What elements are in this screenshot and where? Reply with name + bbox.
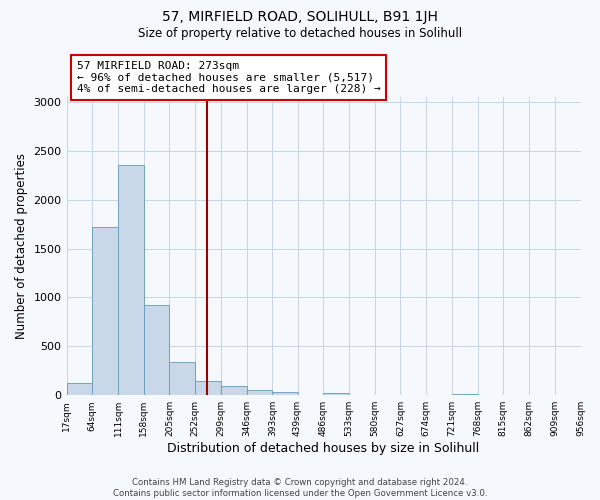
Bar — [67, 384, 92, 395]
Bar — [169, 362, 195, 395]
Bar — [144, 306, 169, 395]
X-axis label: Distribution of detached houses by size in Solihull: Distribution of detached houses by size … — [167, 442, 479, 455]
Y-axis label: Number of detached properties: Number of detached properties — [15, 153, 28, 339]
Bar — [92, 227, 118, 395]
Bar — [118, 164, 144, 395]
Bar — [323, 394, 349, 395]
Bar — [195, 380, 221, 395]
Bar — [221, 386, 247, 395]
Bar — [247, 390, 272, 395]
Text: Contains HM Land Registry data © Crown copyright and database right 2024.
Contai: Contains HM Land Registry data © Crown c… — [113, 478, 487, 498]
Bar — [452, 394, 478, 395]
Text: Size of property relative to detached houses in Solihull: Size of property relative to detached ho… — [138, 28, 462, 40]
Text: 57, MIRFIELD ROAD, SOLIHULL, B91 1JH: 57, MIRFIELD ROAD, SOLIHULL, B91 1JH — [162, 10, 438, 24]
Bar — [272, 392, 298, 395]
Text: 57 MIRFIELD ROAD: 273sqm
← 96% of detached houses are smaller (5,517)
4% of semi: 57 MIRFIELD ROAD: 273sqm ← 96% of detach… — [77, 61, 380, 94]
